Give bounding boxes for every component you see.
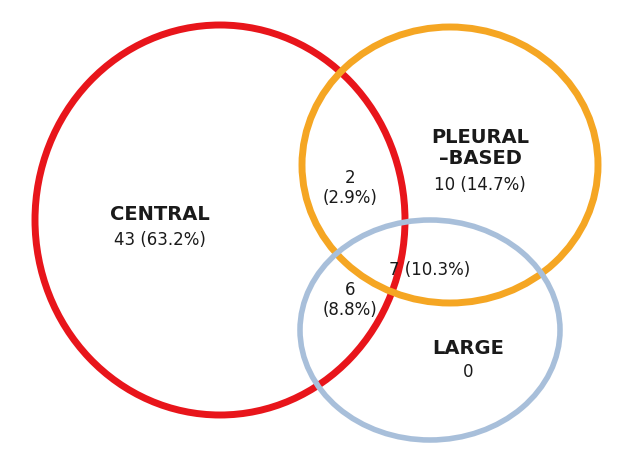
Text: CENTRAL: CENTRAL [110,206,210,224]
Text: 10 (14.7%): 10 (14.7%) [434,176,526,194]
Text: 2
(2.9%): 2 (2.9%) [323,169,377,207]
Text: 0: 0 [463,363,474,381]
Text: 7 (10.3%): 7 (10.3%) [389,261,470,279]
Text: PLEURAL
–BASED: PLEURAL –BASED [431,128,529,168]
Text: LARGE: LARGE [432,339,504,357]
Text: 43 (63.2%): 43 (63.2%) [114,231,206,249]
Text: 6
(8.8%): 6 (8.8%) [323,281,377,319]
